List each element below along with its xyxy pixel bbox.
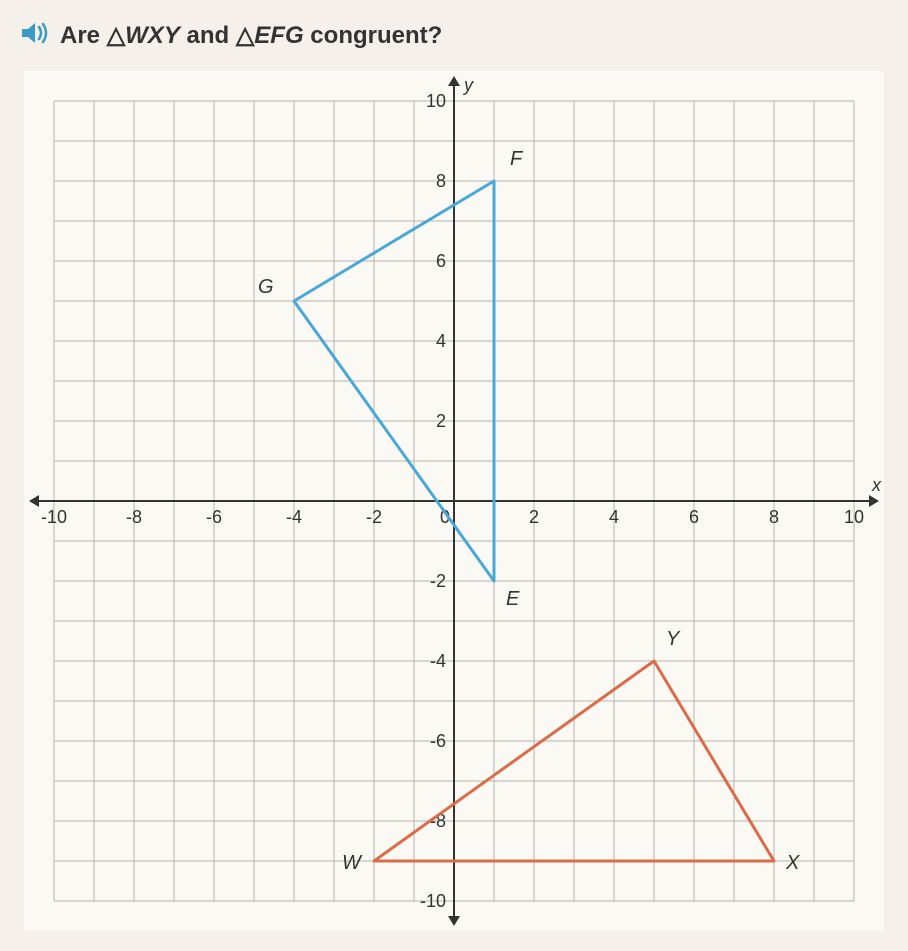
y-tick-label: 10 bbox=[426, 91, 446, 111]
x-tick-label: -10 bbox=[41, 507, 67, 527]
q-t1: WXY bbox=[125, 22, 180, 49]
x-tick-label: -8 bbox=[126, 507, 142, 527]
x-axis-label: x bbox=[871, 475, 882, 495]
y-axis-arrow-down bbox=[448, 916, 460, 926]
x-tick-label: 6 bbox=[689, 507, 699, 527]
vertex-label-F: F bbox=[510, 148, 524, 170]
vertex-label-G: G bbox=[258, 276, 274, 298]
y-axis-label: y bbox=[462, 75, 474, 95]
coordinate-grid: -10-8-6-4-20246810-10-8-6-4-2246810xyEFG… bbox=[24, 71, 884, 931]
y-tick-label: 2 bbox=[436, 411, 446, 431]
x-tick-label: -2 bbox=[366, 507, 382, 527]
question-text: Are △WXY and △EFG congruent? bbox=[60, 21, 442, 50]
q-t2: EFG bbox=[254, 22, 303, 49]
y-tick-label: 8 bbox=[436, 171, 446, 191]
x-tick-label: 8 bbox=[769, 507, 779, 527]
vertex-label-E: E bbox=[506, 588, 520, 610]
vertex-label-Y: Y bbox=[666, 628, 681, 650]
x-tick-label: -6 bbox=[206, 507, 222, 527]
x-axis-arrow-right bbox=[869, 495, 879, 507]
q-mid: and △ bbox=[180, 22, 254, 49]
q-suffix: congruent? bbox=[304, 22, 443, 49]
x-tick-label: 4 bbox=[609, 507, 619, 527]
vertex-label-X: X bbox=[785, 852, 800, 874]
speaker-icon[interactable] bbox=[20, 20, 50, 51]
x-axis-arrow-left bbox=[29, 495, 39, 507]
x-tick-label: 10 bbox=[844, 507, 864, 527]
x-tick-label: -4 bbox=[286, 507, 302, 527]
vertex-label-W: W bbox=[342, 852, 363, 874]
y-tick-label: -4 bbox=[430, 651, 446, 671]
y-tick-label: -2 bbox=[430, 571, 446, 591]
y-axis-arrow-up bbox=[448, 76, 460, 86]
question-bar: Are △WXY and △EFG congruent? bbox=[20, 20, 888, 51]
y-tick-label: -10 bbox=[420, 891, 446, 911]
q-prefix: Are △ bbox=[60, 22, 125, 49]
y-tick-label: 6 bbox=[436, 251, 446, 271]
y-tick-label: 4 bbox=[436, 331, 446, 351]
x-tick-label: 2 bbox=[529, 507, 539, 527]
y-tick-label: -6 bbox=[430, 731, 446, 751]
